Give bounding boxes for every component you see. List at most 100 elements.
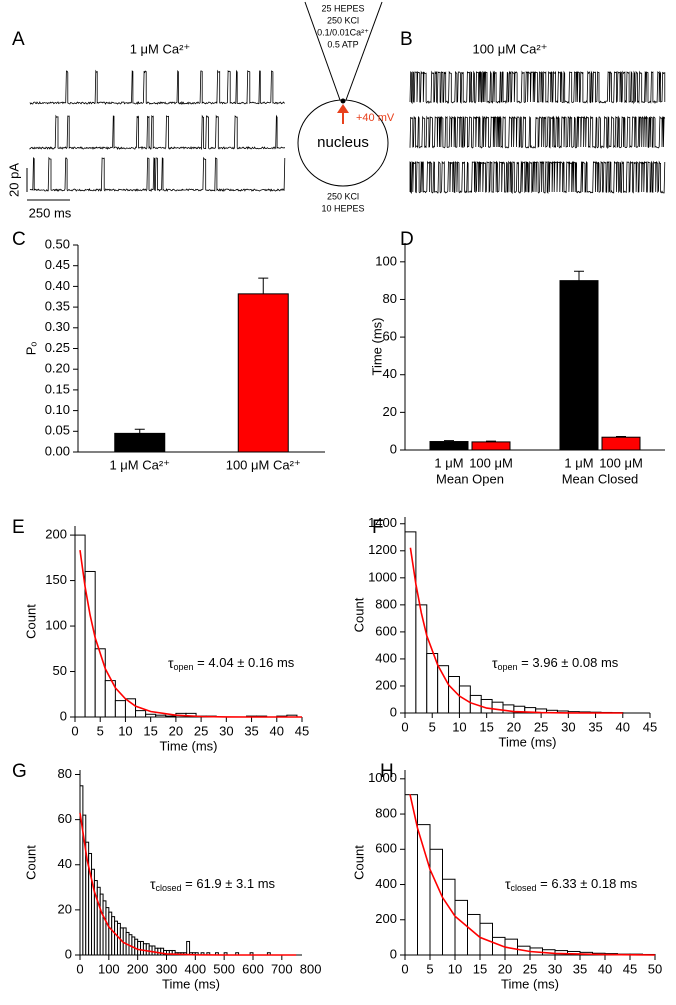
histogram-bar <box>415 604 428 714</box>
histogram-bar <box>124 698 137 718</box>
y-axis-label: Pₒ <box>23 342 38 356</box>
x-tick-label: 10 <box>452 719 466 734</box>
x-tick-label: 25 <box>194 723 208 738</box>
histogram-bar <box>437 665 450 714</box>
x-tick-label: 100 <box>98 961 120 976</box>
y-tick-label: 0.05 <box>45 423 70 438</box>
y-tick-label: 60 <box>383 329 397 344</box>
x-tick-label: 30 <box>561 719 575 734</box>
x-tick-label: 500 <box>213 961 235 976</box>
fit-value: = 6.33 ± 0.18 ms <box>537 876 638 891</box>
histogram-bar <box>74 534 86 718</box>
tau-symbol: τ <box>168 655 174 671</box>
y-axis-label: Count <box>351 597 366 632</box>
error-bar <box>486 440 496 442</box>
tau-subscript: closed <box>156 883 182 893</box>
y-tick-label: 600 <box>375 841 397 856</box>
histogram-bar <box>114 700 126 718</box>
tau-subscript: open <box>498 662 518 672</box>
pipette-tip <box>340 98 346 104</box>
y-tick-label: 1200 <box>368 542 397 557</box>
bar <box>559 280 599 451</box>
group-label: Mean Open <box>436 471 504 486</box>
y-tick-label: 20 <box>383 404 397 419</box>
x-tick-label: 300 <box>156 961 178 976</box>
x-tick-label: 35 <box>588 719 602 734</box>
trace <box>409 160 666 195</box>
group-label: Mean Closed <box>562 471 639 486</box>
bar <box>114 432 166 453</box>
category-label: 1 μM <box>434 455 463 470</box>
histogram-bar <box>454 899 468 956</box>
x-tick-label: 25 <box>534 719 548 734</box>
pipette <box>304 1 341 101</box>
histogram-bar <box>404 531 417 714</box>
y-tick-label: 40 <box>58 856 72 871</box>
solution-label: 0.5 ATP <box>327 39 358 49</box>
trace <box>409 70 666 105</box>
y-axis-label: Count <box>23 845 38 880</box>
x-tick-label: 45 <box>295 723 309 738</box>
y-tick-label: 400 <box>375 876 397 891</box>
x-tick-label: 100 μM Ca²⁺ <box>226 457 301 472</box>
fit-curve <box>409 547 623 714</box>
panel-letter: C <box>12 229 26 250</box>
y-tick-label: 400 <box>375 650 397 665</box>
x-tick-label: 5 <box>426 961 433 976</box>
histogram-bar <box>417 824 431 956</box>
category-label: 1 μM <box>564 455 593 470</box>
panel-letter: B <box>400 29 413 50</box>
x-tick-label: 200 <box>127 961 149 976</box>
x-tick-label: 600 <box>242 961 264 976</box>
y-tick-label: 40 <box>383 366 397 381</box>
fit-annotation: τopen = 4.04 ± 0.16 ms <box>168 655 295 673</box>
y-axis-label: Time (ms) <box>369 317 384 375</box>
y-tick-label: 0.25 <box>45 340 70 355</box>
solution-label: 25 HEPES <box>321 3 364 13</box>
x-tick-label: 45 <box>623 961 637 976</box>
y-tick-label: 0.45 <box>45 257 70 272</box>
panel-letter: G <box>12 761 27 782</box>
pipette <box>345 1 383 101</box>
y-tick-label: 600 <box>375 623 397 638</box>
bar <box>237 293 289 453</box>
tau-symbol: τ <box>150 876 156 892</box>
x-tick-label: 40 <box>598 961 612 976</box>
y-axis-label: Count <box>23 604 38 639</box>
nucleus-label: nucleus <box>317 134 369 151</box>
x-tick-label: 10 <box>118 723 132 738</box>
bar <box>601 436 641 451</box>
x-tick-label: 15 <box>479 719 493 734</box>
x-tick-label: 15 <box>473 961 487 976</box>
y-tick-label: 0.35 <box>45 299 70 314</box>
x-tick-label: 20 <box>169 723 183 738</box>
y-tick-label: 100 <box>375 253 397 268</box>
bar <box>471 441 511 451</box>
histogram-bar <box>155 714 167 718</box>
y-tick-label: 0.50 <box>45 236 70 251</box>
y-tick-label: 1000 <box>368 569 397 584</box>
y-tick-label: 60 <box>58 811 72 826</box>
traces <box>409 70 666 195</box>
x-axis-label: Time (ms) <box>159 738 217 753</box>
y-tick-label: 20 <box>58 901 72 916</box>
x-tick-label: 10 <box>448 961 462 976</box>
y-tick-label: 0 <box>390 441 397 456</box>
panel-title: 1 μM Ca²⁺ <box>130 41 191 56</box>
y-tick-label: 0 <box>390 946 397 961</box>
histogram-bar <box>145 713 157 718</box>
y-tick-label: 0.15 <box>45 381 70 396</box>
x-tick-label: 40 <box>270 723 284 738</box>
x-tick-label: 30 <box>219 723 233 738</box>
x-axis-label: Time (ms) <box>498 734 556 749</box>
x-tick-label: 700 <box>271 961 293 976</box>
y-tick-label: 1400 <box>368 515 397 530</box>
y-tick-label: 200 <box>375 911 397 926</box>
y-tick-label: 0.20 <box>45 361 70 376</box>
x-tick-label: 800 <box>300 961 322 976</box>
x-tick-label: 50 <box>648 961 662 976</box>
x-tick-label: 5 <box>97 723 104 738</box>
histogram-bar <box>491 701 504 714</box>
category-label: 100 μM <box>469 455 513 470</box>
